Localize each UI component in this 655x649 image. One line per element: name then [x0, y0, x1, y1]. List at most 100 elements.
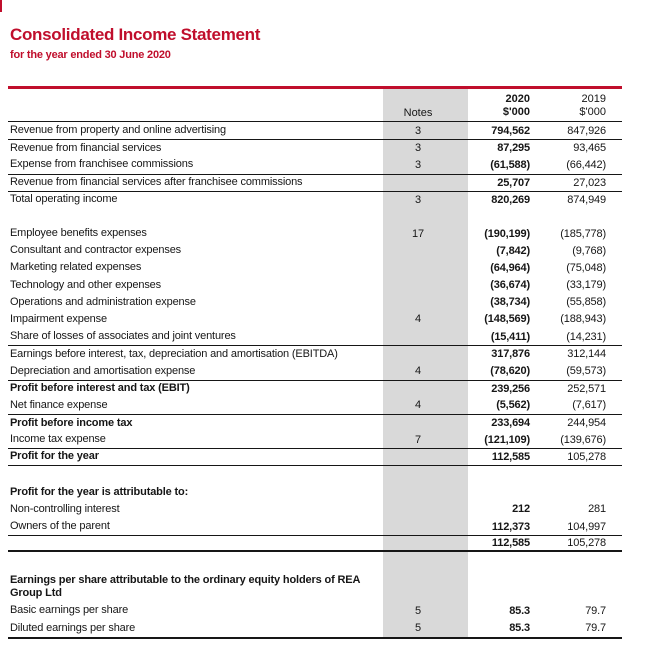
table-row: Profit before interest and tax (EBIT) 23… [8, 379, 622, 397]
page-subtitle: for the year ended 30 June 2020 [10, 49, 171, 61]
row-label: Revenue from property and online adverti… [10, 124, 226, 137]
row-label: Marketing related expenses [10, 261, 142, 274]
row-value-2020: 239,256 [491, 382, 530, 395]
row-value-2020: 112,373 [491, 520, 530, 533]
row-label: Diluted earnings per share [10, 621, 136, 634]
row-value-2020: (15,411) [490, 330, 530, 343]
current-year-column-highlight [383, 89, 468, 637]
row-value-2019: 93,465 [573, 142, 606, 155]
row-value-2020: (5,562) [496, 399, 530, 412]
row-value-2019: (139,676) [560, 433, 606, 446]
row-value-2019: 281 [588, 503, 606, 516]
row-value-2020: (148,569) [484, 313, 530, 326]
row-value-2019: (14,231) [566, 330, 606, 343]
table-row: Net finance expense 4 (5,562) (7,617) [8, 397, 622, 414]
row-value-2019: (185,778) [560, 227, 606, 240]
row-value-2019: 105,278 [567, 537, 606, 550]
row-label: Operations and administration expense [10, 295, 196, 308]
row-label: Revenue from financial services after fr… [10, 176, 303, 189]
row-value-2020: (36,674) [490, 279, 530, 292]
row-value-2019: 104,997 [567, 520, 606, 533]
spacer-row [8, 552, 622, 572]
row-value-2020: 25,707 [497, 176, 530, 189]
row-label: Consultant and contractor expenses [10, 244, 182, 257]
row-note-ref: 5 [415, 604, 421, 617]
row-label: Total operating income [10, 193, 118, 206]
row-note-ref: 3 [415, 124, 421, 137]
table-row: Total operating income 3 820,269 874,949 [8, 190, 622, 208]
table-row: Revenue from financial services after fr… [8, 173, 622, 191]
row-value-2019: 105,278 [567, 450, 606, 463]
row-value-2020: 112,585 [491, 450, 530, 463]
row-label: Impairment expense [10, 312, 107, 325]
header-2019-year: 2019 [581, 93, 606, 105]
row-note-ref: 4 [415, 399, 421, 412]
table-row: Profit before income tax 233,694 244,954 [8, 414, 622, 431]
row-value-2019: 312,144 [567, 348, 606, 361]
row-label: Basic earnings per share [10, 604, 129, 617]
row-value-2020: (61,588) [490, 158, 530, 171]
section-heading: Earnings per share attributable to the o… [10, 574, 360, 600]
table-row: Consultant and contractor expenses (7,84… [8, 242, 622, 259]
row-value-2019: 252,571 [567, 382, 606, 395]
table-row: Owners of the parent 112,373 104,997 [8, 518, 622, 535]
table-row: Revenue from property and online adverti… [8, 122, 622, 139]
row-value-2020: (78,620) [490, 365, 530, 378]
row-label: Non-controlling interest [10, 502, 120, 515]
row-label: Share of losses of associates and joint … [10, 330, 236, 343]
row-value-2019: (9,768) [572, 244, 606, 257]
row-label: Profit for the year [10, 450, 99, 463]
header-2020-year: 2020 [505, 93, 530, 105]
row-value-2020: (7,842) [496, 244, 530, 257]
row-value-2019: (55,858) [566, 296, 606, 309]
spacer-row [8, 208, 622, 225]
row-value-2020: 85.3 [509, 604, 530, 617]
section-heading-row: Profit for the year is attributable to: [8, 484, 622, 501]
row-value-2019: (33,179) [566, 279, 606, 292]
row-label: Profit before income tax [10, 416, 133, 429]
header-2020-unit: $'000 [502, 106, 530, 118]
table-row: Share of losses of associates and joint … [8, 328, 622, 345]
row-note-ref: 3 [415, 193, 421, 206]
section-heading: Profit for the year is attributable to: [10, 485, 189, 498]
page-edge-mark [0, 0, 2, 12]
row-note-ref: 5 [415, 622, 421, 635]
header-notes: Notes [403, 107, 433, 119]
row-value-2020: 317,876 [491, 348, 530, 361]
table-row: Employee benefits expenses 17 (190,199) … [8, 225, 622, 242]
section-heading-row: Earnings per share attributable to the o… [8, 572, 622, 602]
row-value-2020: (190,199) [484, 227, 530, 240]
row-value-2019: (7,617) [572, 399, 606, 412]
table-row: Basic earnings per share 5 85.3 79.7 [8, 602, 622, 619]
table-row: Income tax expense 7 (121,109) (139,676) [8, 431, 622, 448]
row-value-2020: 820,269 [491, 193, 530, 206]
row-value-2019: (75,048) [566, 261, 606, 274]
row-value-2019: 244,954 [567, 417, 606, 430]
table-row: Diluted earnings per share 5 85.3 79.7 [8, 620, 622, 637]
row-value-2020: (64,964) [490, 261, 530, 274]
row-value-2020: 112,585 [491, 537, 530, 550]
table-row: Non-controlling interest 212 281 [8, 501, 622, 518]
row-label: Expense from franchisee commissions [10, 158, 194, 171]
row-value-2020: (38,734) [490, 296, 530, 309]
row-note-ref: 3 [415, 158, 421, 171]
row-value-2020: 212 [512, 503, 530, 516]
row-value-2019: (188,943) [560, 313, 606, 326]
row-value-2019: 79.7 [585, 604, 606, 617]
row-label: Net finance expense [10, 398, 108, 411]
row-label: Profit before interest and tax (EBIT) [10, 382, 190, 395]
table-row-total: 112,585 105,278 [8, 535, 622, 553]
table-row: Operations and administration expense (3… [8, 294, 622, 311]
row-note-ref: 17 [412, 227, 424, 240]
row-value-2019: 847,926 [567, 124, 606, 137]
row-value-2020: 794,562 [491, 124, 530, 137]
row-value-2019: (59,573) [566, 365, 606, 378]
page-title: Consolidated Income Statement [10, 25, 261, 44]
row-label: Technology and other expenses [10, 278, 161, 291]
row-note-ref: 3 [415, 142, 421, 155]
row-value-2019: 27,023 [573, 176, 606, 189]
table-row: Earnings before interest, tax, depreciat… [8, 345, 622, 362]
table-row: Expense from franchisee commissions 3 (6… [8, 156, 622, 173]
row-label: Employee benefits expenses [10, 227, 147, 240]
